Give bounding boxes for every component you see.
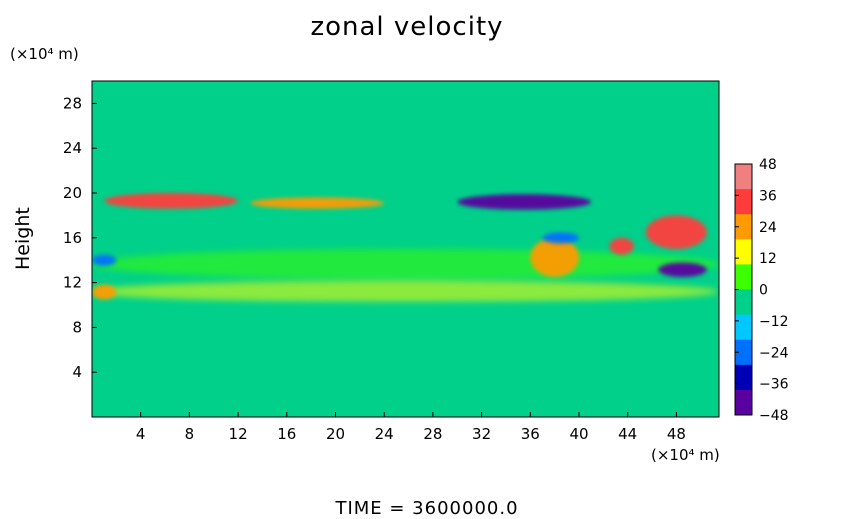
time-label: TIME = 3600000.0 (335, 498, 519, 519)
heatmap-feature-eddy-10 (530, 237, 579, 277)
colorbar-segment (735, 189, 752, 215)
heatmap-feature-eddy-13 (542, 232, 579, 244)
x-axis-unit: (×10⁴ m) (651, 446, 720, 464)
colorbar-tick-label: 24 (759, 220, 777, 236)
colorbar-tick-label: 0 (759, 283, 768, 299)
heatmap-feature-band-6 (92, 302, 719, 319)
plot-frame (91, 80, 720, 418)
colorbar-tick-label: 48 (759, 157, 777, 173)
x-tick-label: 48 (667, 425, 686, 443)
colorbar-tick-label: 12 (759, 251, 777, 267)
colorbar-tick-label: −24 (759, 345, 789, 361)
colorbar-tick-label: −12 (759, 314, 789, 330)
y-axis-unit: (×10⁴ m) (10, 45, 79, 63)
y-tick-label: 4 (72, 363, 82, 381)
y-tick-label: 8 (72, 318, 82, 336)
colorbar-segment (735, 389, 752, 416)
heatmap-feature-eddy-12 (92, 254, 117, 266)
heatmap-feature-eddy-9 (609, 237, 634, 255)
colorbar-segment (735, 289, 752, 316)
x-tick-label: 20 (326, 425, 345, 443)
heatmap-feature-jet-1 (250, 197, 385, 209)
x-tick-label: 4 (136, 425, 146, 443)
heatmap-feature-jet-2 (457, 194, 592, 210)
x-tick-label: 32 (472, 425, 491, 443)
colorbar-segment (735, 364, 752, 391)
colorbar-segment (735, 164, 752, 190)
x-tick-label: 44 (618, 425, 637, 443)
chart-title: zonal velocity (310, 12, 504, 42)
y-axis: 4 8 12 16 20 24 28 (63, 94, 97, 381)
heatmap-feature-eddy-8 (658, 262, 707, 277)
x-tick-label: 16 (277, 425, 296, 443)
x-tick-label: 40 (569, 425, 588, 443)
heatmap-feature-jet-0 (104, 193, 239, 209)
y-tick-label: 24 (63, 139, 82, 157)
x-tick-label: 36 (521, 425, 540, 443)
x-tick-label: 12 (229, 425, 248, 443)
colorbar-segment (735, 264, 752, 290)
colorbar-tick-label: −36 (759, 377, 789, 393)
x-tick-label: 8 (185, 425, 195, 443)
colorbar-tick-label: −48 (759, 408, 789, 424)
x-tick-label: 24 (375, 425, 394, 443)
colorbar-segment (735, 314, 752, 341)
y-tick-label: 20 (63, 184, 82, 202)
x-axis: 4 8 12 16 20 24 28 32 36 40 44 48 (136, 412, 686, 443)
heatmap-feature-band-5 (92, 280, 719, 303)
colorbar-segment (735, 214, 752, 240)
heatmap-feature-eddy-11 (92, 284, 117, 300)
heatmap-feature-eddy-7 (645, 215, 707, 249)
y-tick-label: 28 (63, 94, 82, 112)
x-tick-label: 28 (423, 425, 442, 443)
plot-area (92, 81, 719, 417)
colorbar-segment (735, 239, 752, 265)
colorbar-tick-label: 36 (759, 188, 777, 204)
colorbar-segment (735, 339, 752, 366)
y-tick-label: 12 (63, 274, 82, 292)
y-tick-label: 16 (63, 229, 82, 247)
